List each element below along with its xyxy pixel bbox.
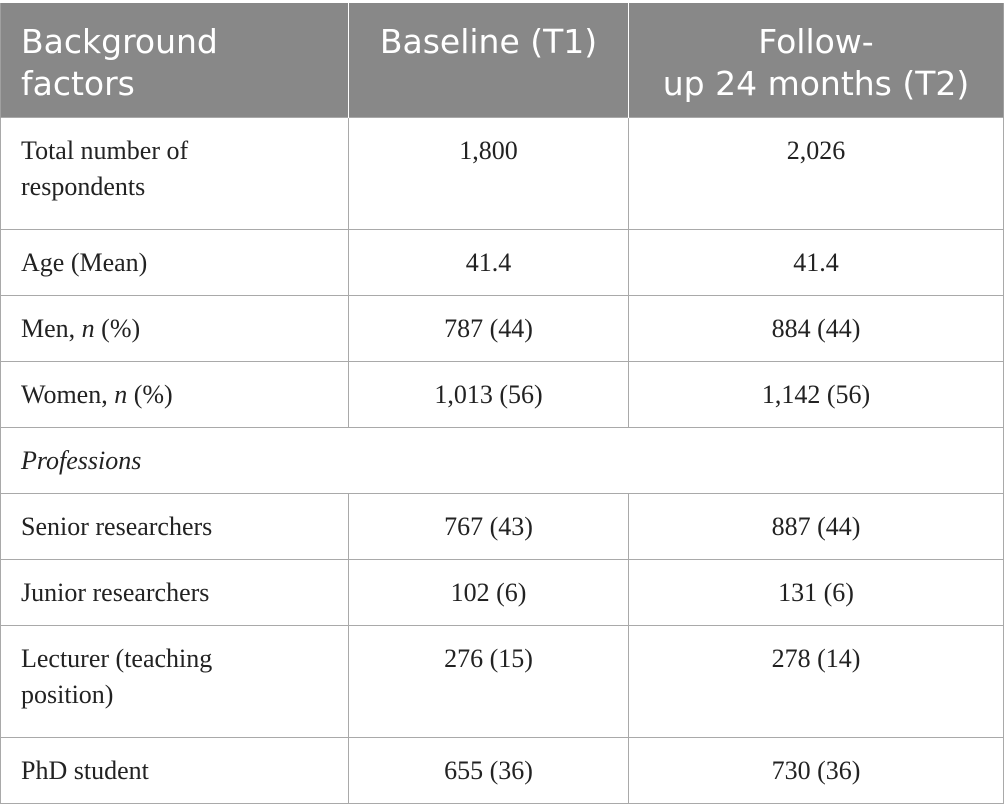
row-label-text: Total number of: [21, 136, 189, 165]
row-label: PhD student: [0, 737, 349, 804]
table-body: Total number of respondents 1,800 2,026 …: [0, 117, 1004, 804]
followup-value: 278 (14): [628, 625, 1004, 738]
header-baseline: Baseline (T1): [348, 3, 629, 118]
row-label: Junior researchers: [0, 559, 349, 626]
followup-value: 887 (44): [628, 493, 1004, 560]
row-label: Age (Mean): [0, 229, 349, 296]
row-label: Lecturer (teaching position): [0, 625, 349, 738]
table-row: Junior researchers 102 (6) 131 (6): [0, 559, 1004, 626]
document-page: Background factors Baseline (T1) Follow-…: [0, 3, 1004, 804]
followup-value: 2,026: [628, 117, 1004, 230]
row-label-text: (%): [94, 314, 141, 343]
followup-value: 730 (36): [628, 737, 1004, 804]
followup-value: 1,142 (56): [628, 361, 1004, 428]
baseline-value: 41.4: [348, 229, 629, 296]
header-cell-text: Background: [21, 22, 218, 61]
header-cell-text: Baseline (T1): [379, 22, 598, 61]
table-row: Age (Mean) 41.4 41.4: [0, 229, 1004, 296]
baseline-value: 1,013 (56): [348, 361, 629, 428]
header-follow-up: Follow- up 24 months (T2): [628, 3, 1004, 118]
row-label: Total number of respondents: [0, 117, 349, 230]
header-row: Background factors Baseline (T1) Follow-…: [0, 3, 1004, 118]
row-label-italic: n: [114, 380, 128, 409]
row-label-text: Lecturer (teaching: [21, 644, 213, 673]
row-label-text: respondents: [21, 172, 146, 201]
header-background-factors: Background factors: [0, 3, 349, 118]
row-label-text: position): [21, 680, 114, 709]
row-label-text: Women,: [21, 380, 115, 409]
table-row: Senior researchers 767 (43) 887 (44): [0, 493, 1004, 560]
table-row: PhD student 655 (36) 730 (36): [0, 737, 1004, 804]
header-cell-text: factors: [21, 64, 135, 103]
table-row: Total number of respondents 1,800 2,026: [0, 117, 1004, 230]
followup-value: 41.4: [628, 229, 1004, 296]
baseline-value: 767 (43): [348, 493, 629, 560]
followup-value: 884 (44): [628, 295, 1004, 362]
header-cell-text: Follow-: [758, 22, 874, 61]
section-row: Professions: [0, 427, 1004, 494]
baseline-value: 102 (6): [348, 559, 629, 626]
row-label-text: (%): [127, 380, 173, 409]
section-label-professions: Professions: [0, 427, 1004, 494]
baseline-value: 787 (44): [348, 295, 629, 362]
row-label: Men, n (%): [0, 295, 349, 362]
row-label: Senior researchers: [0, 493, 349, 560]
table-row: Women, n (%) 1,013 (56) 1,142 (56): [0, 361, 1004, 428]
baseline-value: 655 (36): [348, 737, 629, 804]
row-label-italic: n: [81, 314, 95, 343]
header-cell-text: up 24 months (T2): [662, 64, 970, 103]
row-label: Women, n (%): [0, 361, 349, 428]
row-label-text: Men,: [21, 314, 82, 343]
table-row: Lecturer (teaching position) 276 (15) 27…: [0, 625, 1004, 738]
baseline-value: 276 (15): [348, 625, 629, 738]
followup-value: 131 (6): [628, 559, 1004, 626]
table-header: Background factors Baseline (T1) Follow-…: [0, 3, 1004, 118]
background-factors-table: Background factors Baseline (T1) Follow-…: [0, 3, 1004, 804]
table-row: Men, n (%) 787 (44) 884 (44): [0, 295, 1004, 362]
baseline-value: 1,800: [348, 117, 629, 230]
